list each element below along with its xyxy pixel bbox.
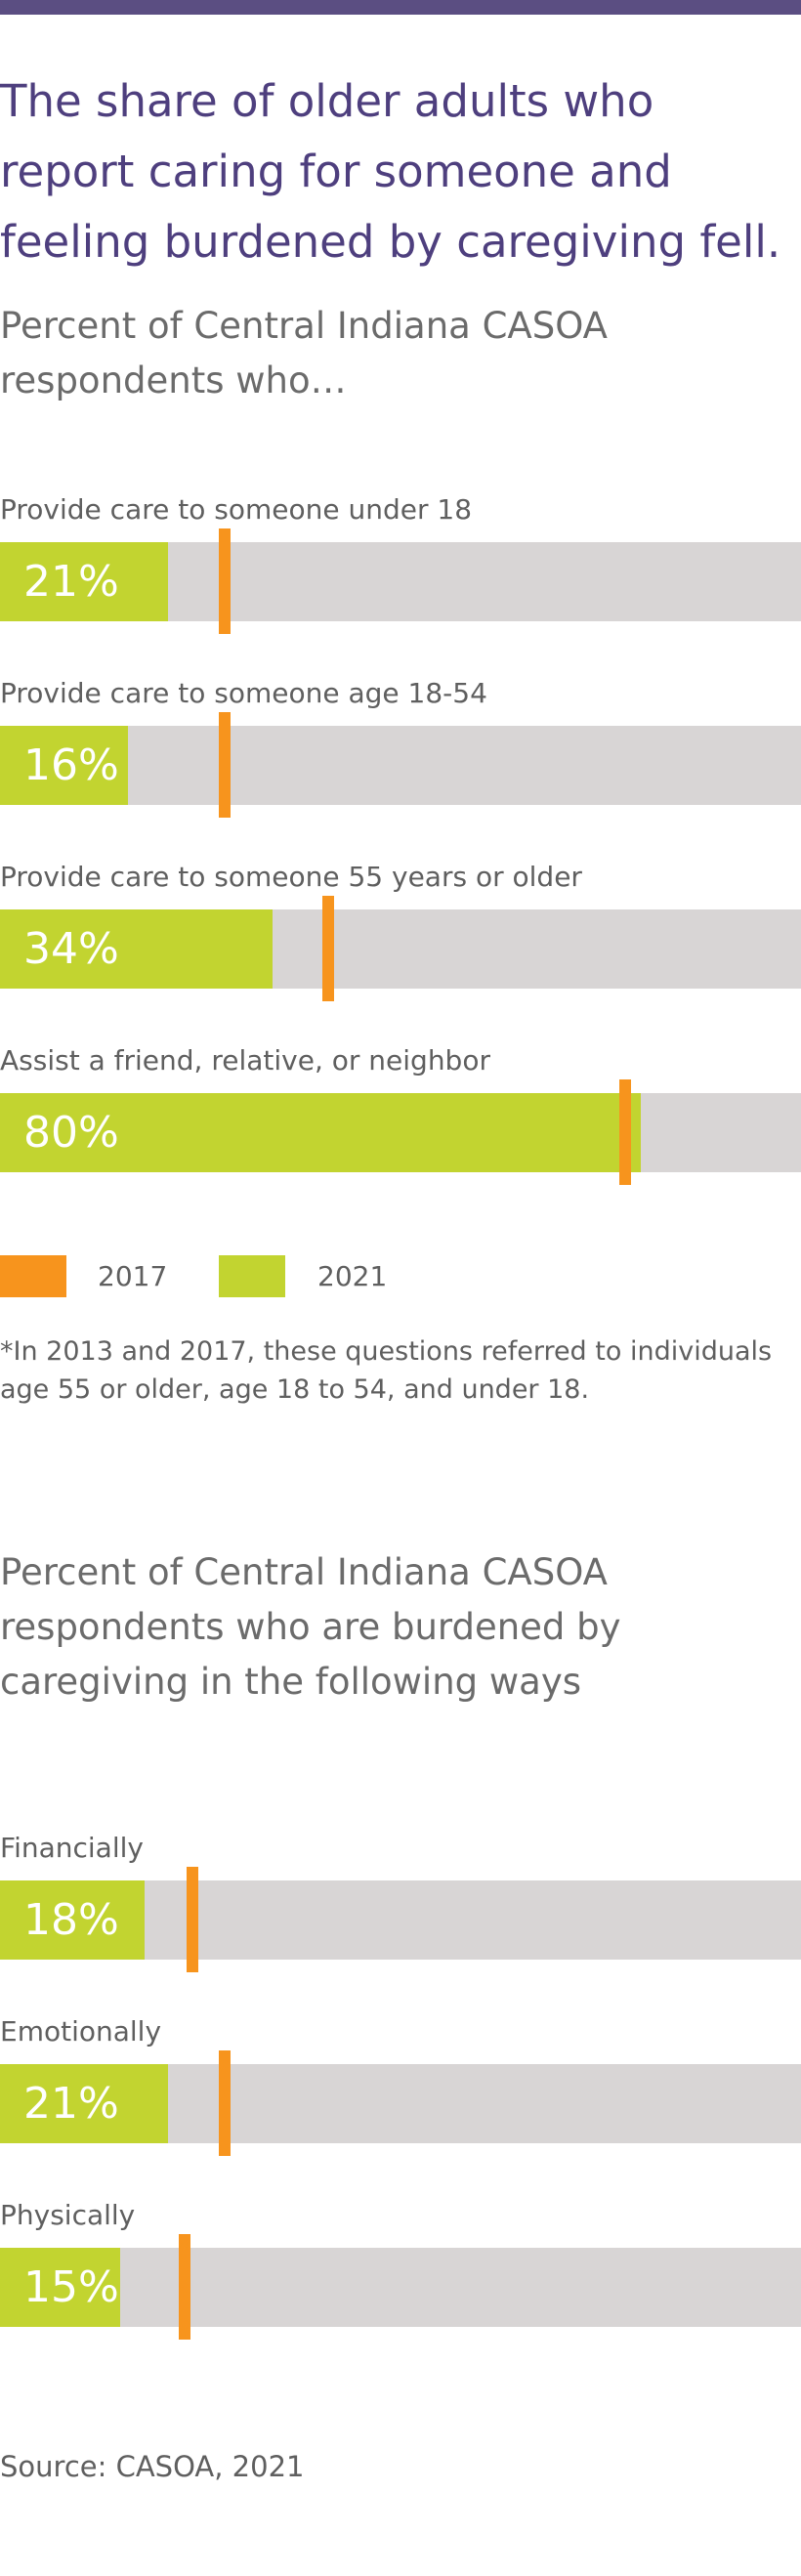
marker-2017	[618, 1079, 631, 1185]
source-note: Source: CASOA, 2021	[0, 2450, 305, 2483]
bar-2021	[0, 909, 273, 989]
bar-track: 21%	[0, 2064, 801, 2143]
bar-2021	[0, 1093, 641, 1172]
marker-2017	[186, 1867, 198, 1972]
legend-label-2017: 2017	[98, 1260, 168, 1292]
category-label: Provide care to someone age 18-54	[0, 677, 487, 709]
chart1-subtitle: Percent of Central Indiana CASOA respond…	[0, 305, 608, 401]
bar-value-label: 21%	[23, 557, 119, 607]
bar-track: 15%	[0, 2248, 801, 2327]
category-label: Provide care to someone 55 years or olde…	[0, 861, 582, 893]
bar-value-label: 16%	[23, 740, 119, 790]
bar-value-label: 21%	[23, 2079, 119, 2129]
top-accent-bar	[0, 0, 801, 15]
bar-value-label: 15%	[23, 2262, 119, 2312]
category-label: Financially	[0, 1832, 144, 1864]
legend-swatch-2017	[0, 1255, 66, 1297]
legend-label-2021: 2021	[317, 1260, 388, 1292]
bar-track: 34%	[0, 909, 801, 989]
category-label: Provide care to someone under 18	[0, 493, 473, 526]
category-label: Assist a friend, relative, or neighbor	[0, 1044, 490, 1077]
bar-value-label: 80%	[23, 1108, 119, 1158]
category-label: Physically	[0, 2199, 136, 2231]
bar-2021	[0, 2064, 169, 2143]
page-headline: The share of older adults who report car…	[0, 75, 781, 268]
bar-track: 21%	[0, 542, 801, 621]
marker-2017	[218, 528, 231, 634]
bar-track: 16%	[0, 726, 801, 805]
legend-swatch-2021	[219, 1255, 285, 1297]
marker-2017	[178, 2234, 190, 2340]
bar-track: 80%	[0, 1093, 801, 1172]
bar-2021	[0, 2248, 120, 2327]
chart2-subtitle: Percent of Central Indiana CASOA respond…	[0, 1551, 621, 1703]
bar-2021	[0, 726, 129, 805]
bar-2021	[0, 542, 169, 621]
bar-2021	[0, 1880, 145, 1960]
marker-2017	[218, 2050, 231, 2156]
bar-value-label: 34%	[23, 924, 119, 974]
marker-2017	[218, 712, 231, 818]
bar-track: 18%	[0, 1880, 801, 1960]
category-label: Emotionally	[0, 2015, 162, 2048]
bar-value-label: 18%	[23, 1895, 119, 1945]
footnote: *In 2013 and 2017, these questions refer…	[0, 1336, 773, 1405]
marker-2017	[322, 896, 335, 1001]
